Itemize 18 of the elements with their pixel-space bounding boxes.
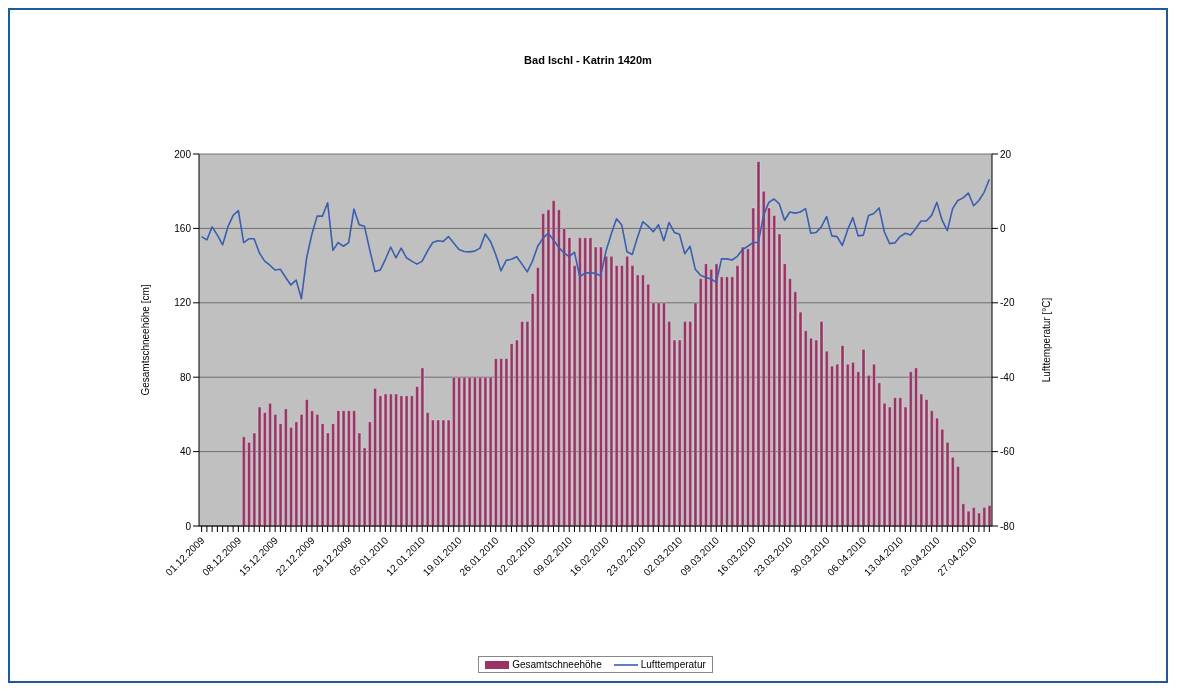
y-tick-label: 0 <box>185 520 192 532</box>
y-axis-title: Gesamtschneehöhe [cm] <box>139 284 151 396</box>
y-tick-label: 80 <box>179 371 192 383</box>
y-tick-label: 200 <box>174 148 192 160</box>
legend-label: Gesamtschneehöhe <box>512 659 602 670</box>
y2-tick-label: -20 <box>1000 297 1015 309</box>
y2-tick-label: 20 <box>1000 148 1012 160</box>
y2-axis-title: Lufttemperatur [°C] <box>1040 297 1052 383</box>
y-tick-label: 120 <box>174 297 192 309</box>
y-tick-label: 40 <box>179 446 192 458</box>
line-series <box>200 178 991 300</box>
chart-title: Bad Ischl - Katrin 1420m <box>523 54 653 66</box>
y2-tick-label: 0 <box>1000 222 1006 234</box>
y2-tick-label: -60 <box>1000 446 1015 458</box>
y-tick-label: 160 <box>174 222 192 234</box>
y2-tick-label: -80 <box>1000 520 1015 532</box>
y2-tick-label: -40 <box>1000 371 1015 383</box>
legend-label: Lufttemperatur <box>640 659 706 670</box>
